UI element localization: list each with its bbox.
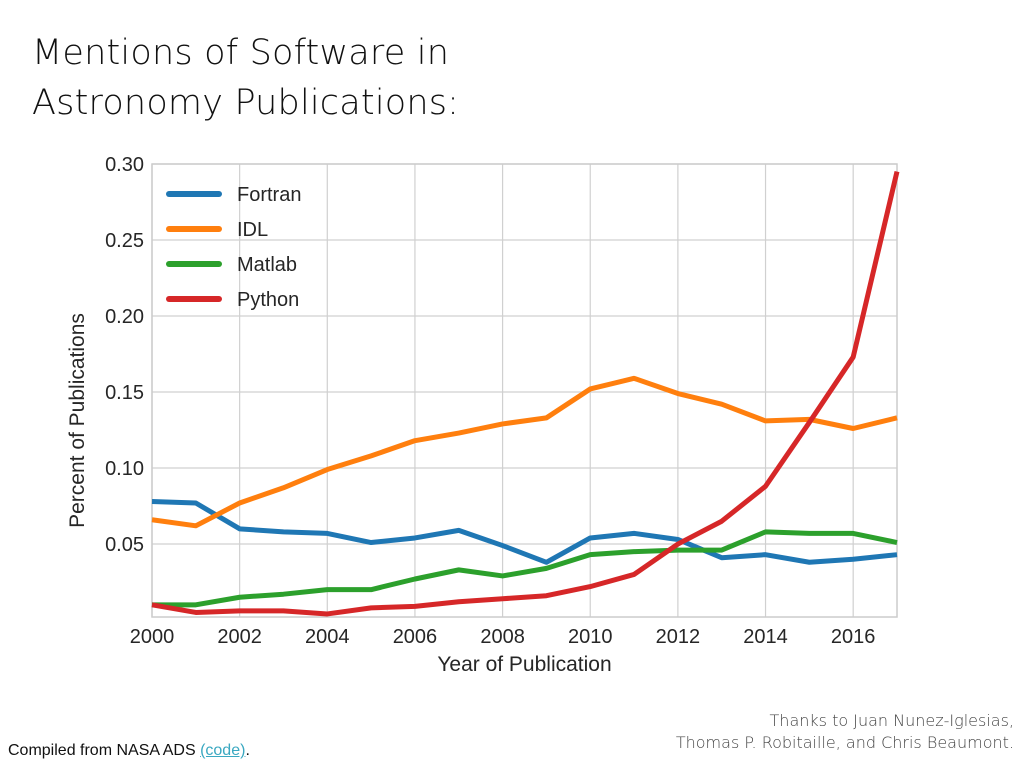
- x-tick-label: 2014: [743, 626, 788, 648]
- x-axis-label: Year of Publication: [437, 653, 611, 676]
- series-line-matlab: [152, 529, 898, 608]
- y-tick-label: 0.20: [105, 306, 144, 328]
- title-line-1: Mentions of Software in: [32, 33, 450, 73]
- source-end: .: [245, 742, 250, 759]
- acknowledgements-line-1: Thanks to Juan Nunez-Iglesias,: [769, 711, 1014, 730]
- series-line-fortran: [151, 498, 898, 565]
- series-line-python: [151, 171, 900, 617]
- acknowledgements: Thanks to Juan Nunez-Iglesias, Thomas P.…: [676, 710, 1014, 754]
- y-tick-label: 0.25: [105, 230, 144, 252]
- y-tick-label: 0.30: [105, 154, 144, 176]
- x-tick-label: 2010: [568, 626, 613, 648]
- x-tick-label: 2016: [831, 626, 876, 648]
- code-link[interactable]: (code): [200, 742, 246, 759]
- slide-title: Mentions of Software in Astronomy Public…: [32, 28, 459, 128]
- x-tick-label: 2008: [480, 626, 525, 648]
- x-tick-label: 2012: [656, 626, 701, 648]
- y-tick-label: 0.10: [105, 458, 144, 480]
- series-line-idl: [151, 375, 898, 529]
- acknowledgements-line-2: Thomas P. Robitaille, and Chris Beaumont…: [675, 733, 1014, 752]
- legend-label-python: Python: [237, 289, 299, 311]
- y-tick-labels: 0.05 0.10 0.15 0.20 0.25 0.30: [105, 154, 144, 556]
- x-tick-label: 2002: [217, 626, 262, 648]
- source-text: Compiled from NASA ADS: [8, 742, 201, 759]
- x-tick-label: 2006: [393, 626, 438, 648]
- legend-label-fortran: Fortran: [237, 184, 301, 206]
- plot-frame: [151, 163, 898, 618]
- legend-label-matlab: Matlab: [237, 254, 297, 276]
- x-tick-label: 2000: [130, 626, 175, 648]
- legend-label-idl: IDL: [237, 219, 268, 241]
- x-tick-labels: 2000 2002 2004 2006 2008 2010 2012 2014 2016: [130, 626, 876, 648]
- legend: Fortran IDL Matlab Python: [166, 184, 301, 311]
- source-note: Compiled from NASA ADS (code).: [8, 742, 250, 760]
- y-tick-label: 0.15: [105, 382, 144, 404]
- x-tick-label: 2004: [305, 626, 350, 648]
- series-lines: [151, 171, 900, 617]
- y-tick-label: 0.05: [105, 534, 144, 556]
- y-axis-label: Percent of Publications: [66, 313, 89, 528]
- title-line-2: Astronomy Publications:: [32, 83, 460, 123]
